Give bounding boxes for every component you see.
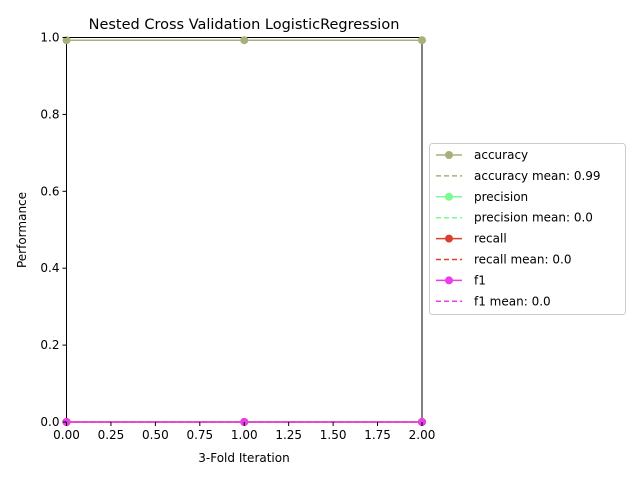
chart-title: Nested Cross Validation LogisticRegressi… xyxy=(89,17,400,33)
legend-frame xyxy=(429,143,626,315)
y-tick-label: 0.2 xyxy=(40,338,59,352)
legend-label-recall-mean: recall mean: 0.0 xyxy=(474,253,571,267)
x-tick-label: 1.50 xyxy=(320,428,347,442)
y-tick-label: 0.0 xyxy=(40,415,59,429)
y-axis-ticks: 0.0 0.2 0.4 0.6 0.8 1.0 xyxy=(40,31,67,429)
legend-marker-accuracy xyxy=(445,151,453,159)
legend: accuracy accuracy mean: 0.99 precision prec… xyxy=(429,143,626,315)
legend-label-recall: recall xyxy=(474,232,507,246)
legend-label-f1-mean: f1 mean: 0.0 xyxy=(474,294,551,308)
y-tick-label: 1.0 xyxy=(40,31,59,45)
accuracy-point xyxy=(62,36,71,45)
x-tick-label: 1.00 xyxy=(231,428,258,442)
x-tick-label: 0.75 xyxy=(186,428,213,442)
legend-label-f1: f1 xyxy=(474,273,486,287)
x-tick-label: 0.00 xyxy=(53,428,80,442)
x-tick-label: 2.00 xyxy=(409,428,436,442)
x-tick-label: 1.75 xyxy=(364,428,391,442)
legend-label-accuracy-mean: accuracy mean: 0.99 xyxy=(474,169,601,183)
y-tick-label: 0.4 xyxy=(40,261,59,275)
plot-frame xyxy=(66,37,423,423)
plot-area xyxy=(62,36,426,426)
x-axis-ticks: 0.00 0.25 0.50 0.75 1.00 1.25 1.50 1.75 2.00 xyxy=(53,422,435,442)
y-axis-label: Performance xyxy=(15,192,29,268)
x-tick-label: 0.50 xyxy=(142,428,169,442)
x-tick-label: 1.25 xyxy=(275,428,302,442)
y-tick-label: 0.6 xyxy=(40,184,59,198)
accuracy-point xyxy=(418,36,426,45)
legend-label-accuracy: accuracy xyxy=(474,148,528,162)
legend-marker-recall xyxy=(445,234,453,243)
legend-marker-f1 xyxy=(445,276,453,285)
y-tick-label: 0.8 xyxy=(40,107,59,121)
x-axis-label: 3-Fold Iteration xyxy=(198,451,289,465)
x-tick-label: 0.25 xyxy=(98,428,125,442)
accuracy-point xyxy=(240,36,249,45)
legend-marker-precision xyxy=(445,192,453,201)
legend-label-precision-mean: precision mean: 0.0 xyxy=(474,211,593,225)
legend-label-precision: precision xyxy=(474,190,528,204)
